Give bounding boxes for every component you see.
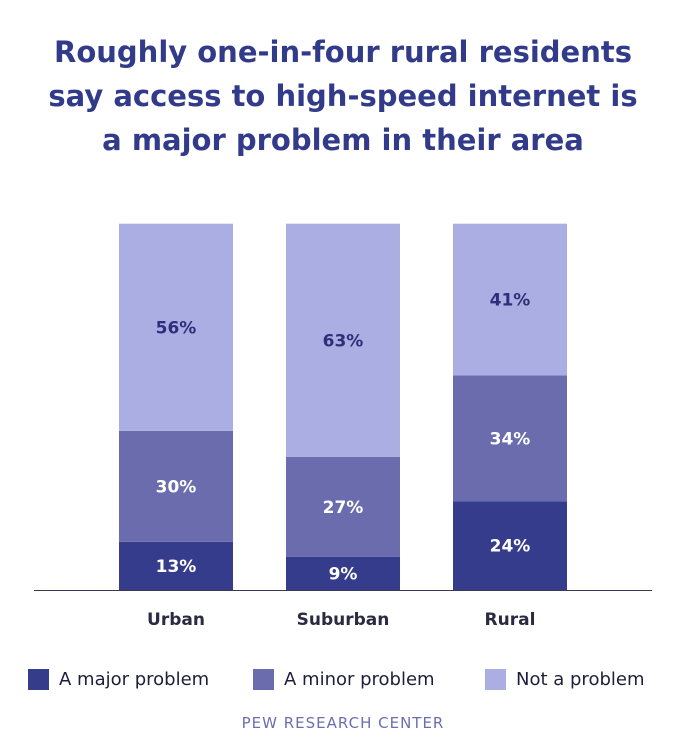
legend-label-major: A major problem [59,668,210,690]
legend-item-major: A major problem [28,664,209,694]
legend-swatch-minor [253,668,274,690]
data-label-rural-not-a-problem: 41% [490,291,531,311]
data-label-urban-a-minor-problem: 30% [156,477,197,497]
category-label-suburban: Suburban [297,610,390,630]
data-label-urban-not-a-problem: 56% [156,318,197,338]
chart-legend: A major problem A minor problem Not a pr… [28,664,668,694]
data-label-rural-a-major-problem: 24% [490,537,531,557]
data-label-urban-a-major-problem: 13% [156,557,197,577]
data-label-suburban-not-a-problem: 63% [323,331,364,351]
bar-suburban-a-major-problem [286,556,400,590]
data-label-suburban-a-major-problem: 9% [329,564,358,584]
legend-label-not: Not a problem [516,668,645,690]
bar-rural-a-minor-problem [453,375,567,502]
chart-title: Roughly one-in-four rural residents say … [0,30,686,162]
bar-urban-a-minor-problem [119,430,233,542]
legend-item-minor: A minor problem [253,664,435,694]
bar-suburban-not-a-problem [286,223,400,457]
chart-title-line-3: a major problem in their area [102,123,584,157]
legend-label-minor: A minor problem [284,668,435,690]
bar-urban-not-a-problem [119,223,233,431]
category-label-rural: Rural [485,610,536,630]
data-label-suburban-a-minor-problem: 27% [323,498,364,518]
category-label-urban: Urban [147,610,205,630]
bar-urban-a-major-problem [119,541,233,590]
stacked-bar-chart: 13% 30% 56% Urban 9% 27% 63% Suburban 24% 34% 41% R… [34,223,652,630]
bar-rural-a-major-problem [453,501,567,590]
legend-swatch-not [485,668,506,690]
legend-swatch-major [28,668,49,690]
data-label-rural-a-minor-problem: 34% [490,429,531,449]
chart-title-line-2: say access to high-speed internet is [48,79,638,113]
source-credit: PEW RESEARCH CENTER [241,714,445,732]
legend-item-not: Not a problem [485,664,645,694]
bar-rural-not-a-problem [453,223,567,376]
chart-title-line-1: Roughly one-in-four rural residents [54,35,632,69]
bar-suburban-a-minor-problem [286,456,400,557]
